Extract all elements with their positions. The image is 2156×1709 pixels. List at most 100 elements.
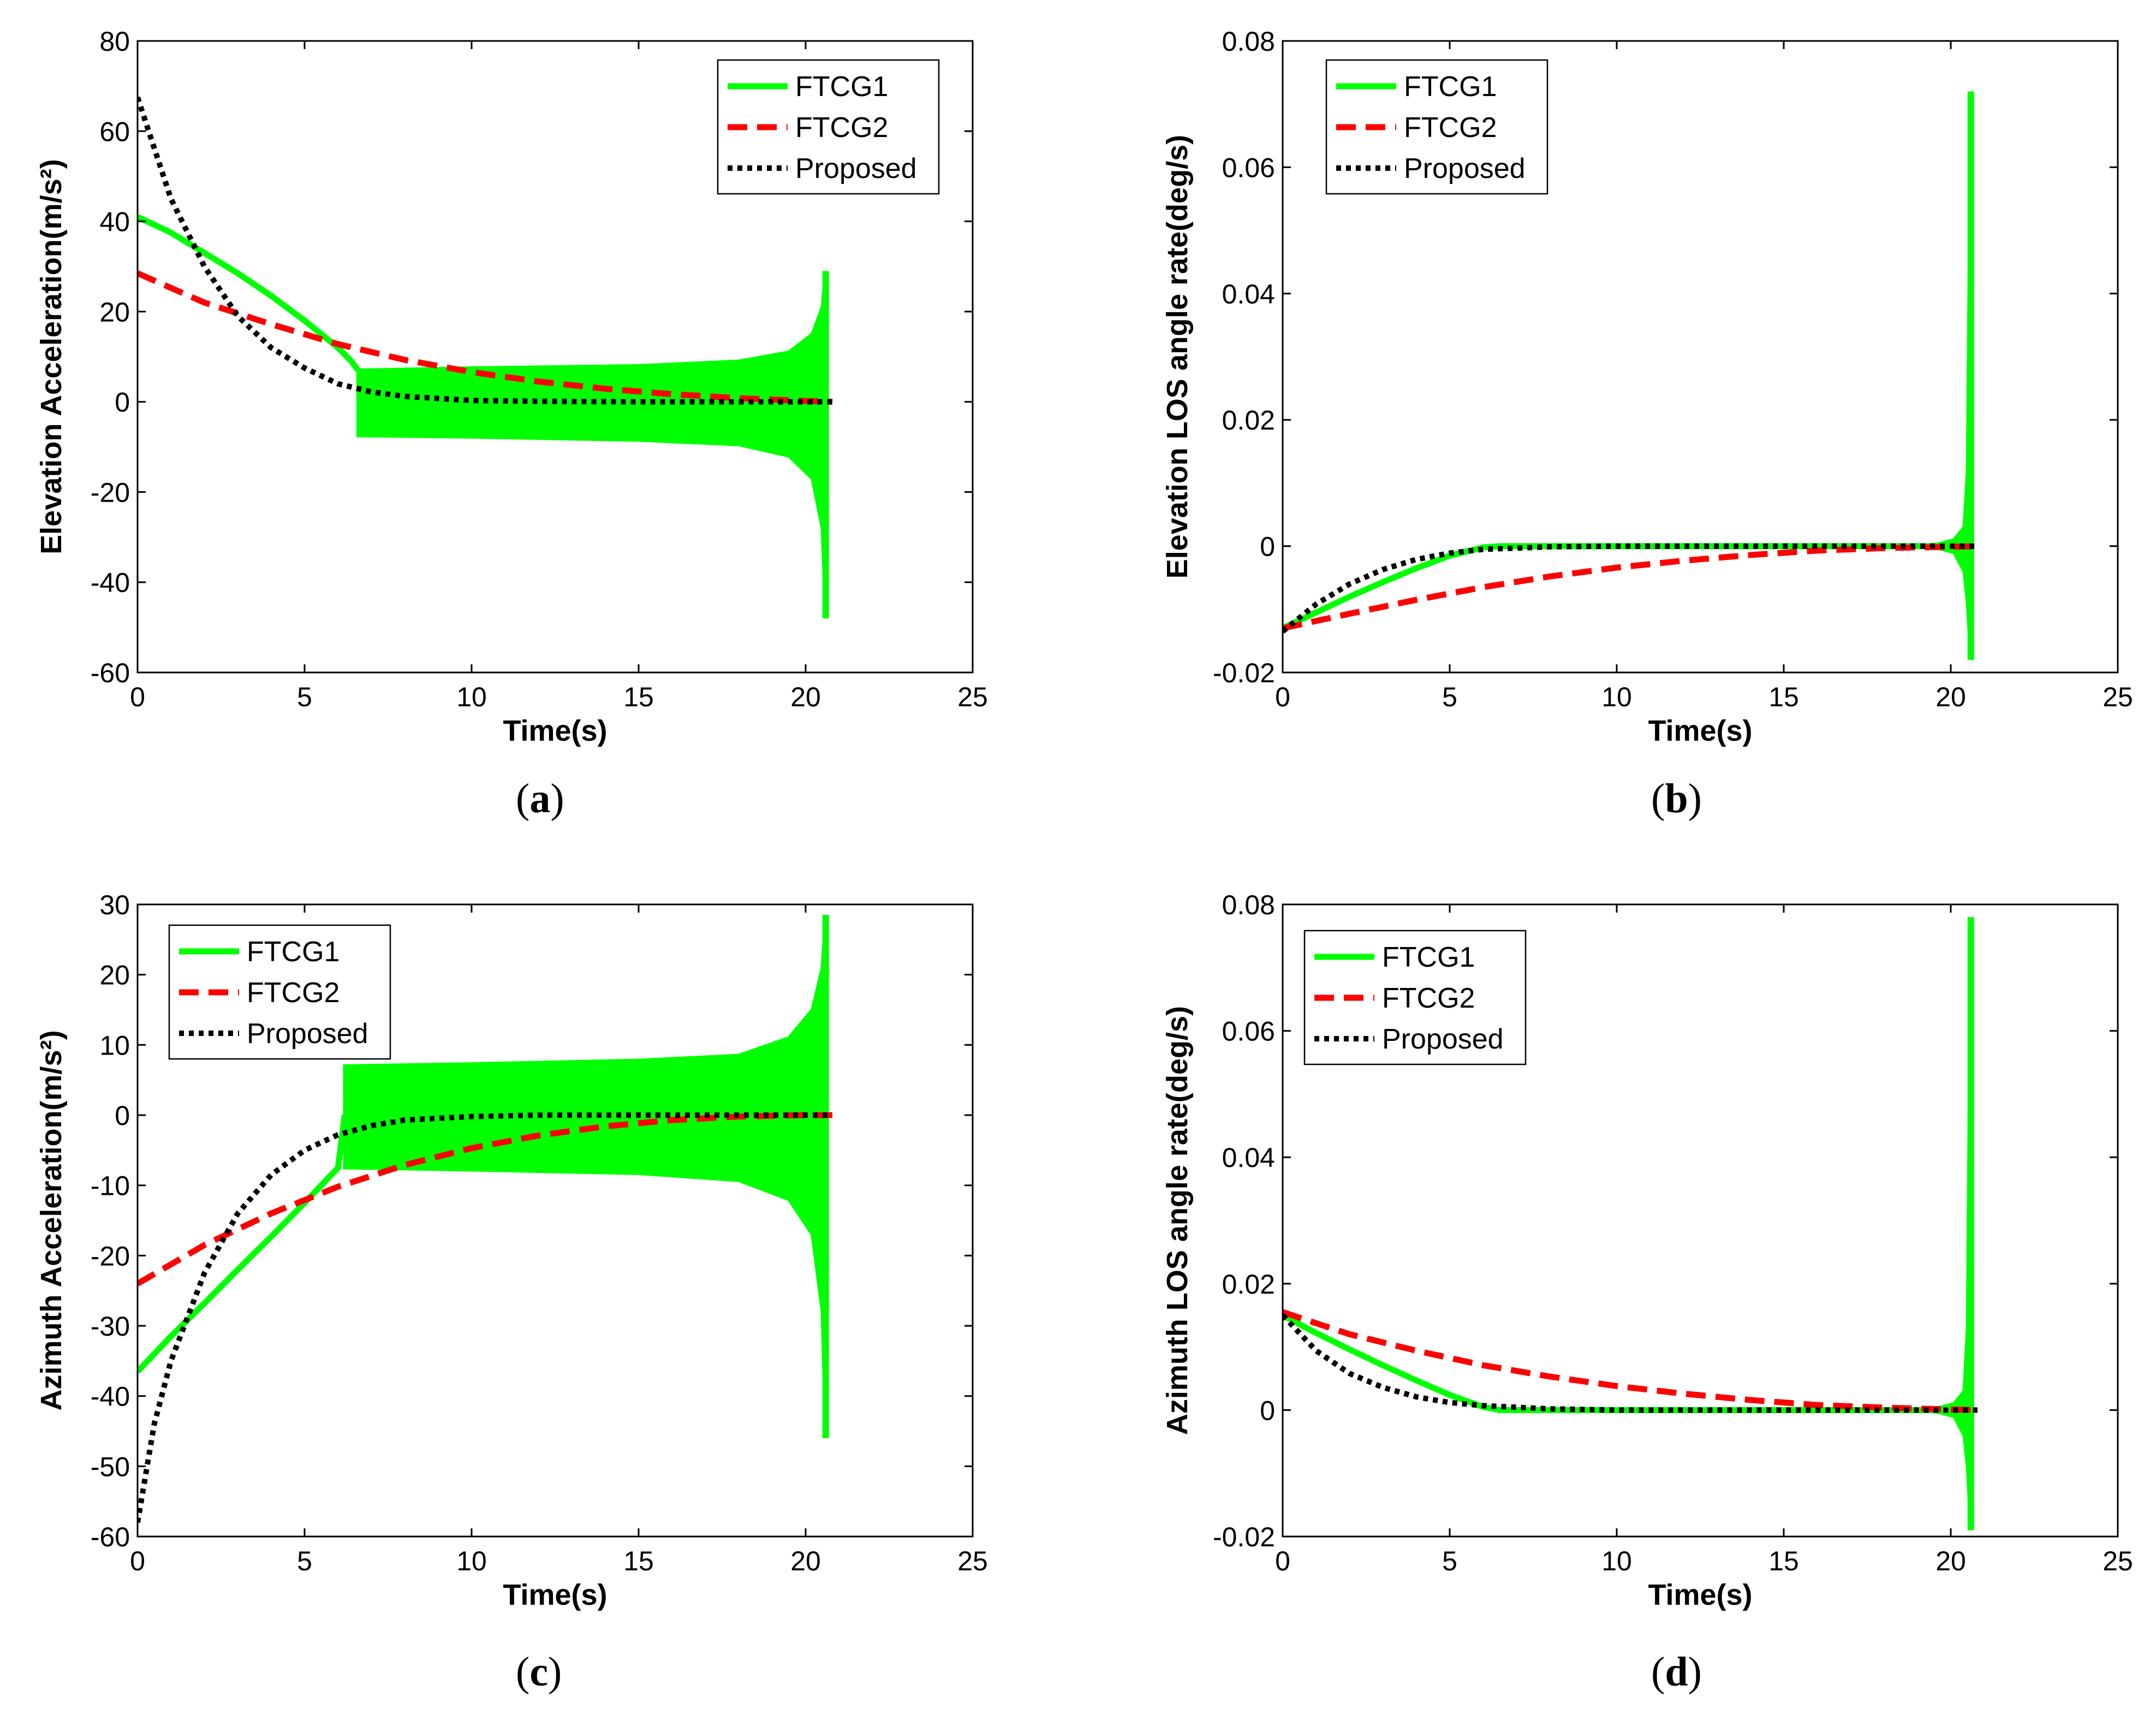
x-tick-label: 15 [623,1546,654,1576]
x-tick-label: 10 [1601,1546,1632,1576]
caption-d-label: d [1665,1649,1688,1695]
y-tick-label: 0.08 [1222,26,1275,57]
x-tick-label: 10 [1601,682,1632,712]
x-tick-label: 0 [130,1546,145,1576]
y-tick-label: 0 [115,387,130,418]
y-tick-label: 30 [99,890,130,920]
x-tick-label: 20 [1935,1546,1966,1576]
legend-label-ftcg1: FTCG1 [795,71,888,103]
legend-label-ftcg2: FTCG2 [247,977,340,1009]
y-axis-label: Azimuth Acceleration(m/s²) [35,1030,68,1410]
series-proposed-line [1283,1313,1978,1413]
y-tick-label: -20 [91,1241,130,1271]
y-tick-label: -40 [91,568,130,598]
legend-label-proposed: Proposed [247,1018,368,1050]
chart-panel-d: 0 5 10 15 20 25-0.0200.020.040.060.08Time(s)A… [1161,890,2133,1611]
y-tick-label: 0.04 [1222,279,1275,309]
caption-c-label: c [529,1649,549,1695]
series-proposed-line [138,96,832,405]
y-tick-label: 0 [1260,1395,1275,1426]
x-tick-label: 25 [2103,682,2133,712]
y-axis-label: Azimuth LOS angle rate(deg/s) [1161,1006,1194,1435]
x-tick-label: 0 [130,682,145,712]
legend-label-ftcg1: FTCG1 [1404,71,1497,103]
caption-b-label: b [1665,776,1688,821]
y-tick-label: 0.06 [1222,1016,1275,1047]
x-tick-label: 15 [1768,682,1799,712]
y-tick-label: 40 [99,207,130,237]
axes-frame [136,903,974,1538]
y-tick-label: 0.02 [1222,1269,1275,1300]
y-tick-label: -0.02 [1213,658,1275,688]
legend-label-ftcg2: FTCG2 [1404,112,1497,144]
legend-label-proposed: Proposed [1382,1023,1504,1055]
chart-panel-c: 0 5 10 15 20 25 -60 -50 -40 -30 -20 -10 0 10 20 30 Time(… [35,890,988,1611]
series-ftcg1-line [1283,543,1971,631]
plot-data [138,915,832,1523]
y-tick-label: 60 [99,116,130,147]
y-tick-label: 0.04 [1222,1142,1275,1173]
y-tick-label: -10 [91,1171,130,1201]
x-tick-label: 0 [1275,1546,1290,1576]
x-tick-label: 5 [297,1546,312,1576]
x-axis-label: Time(s) [1648,1579,1752,1611]
y-tick-label: 80 [99,26,130,57]
legend-label-ftcg2: FTCG2 [1382,982,1475,1014]
chart-panel-a: 0 5 10 15 20 25 -60 -40 -20 0 20 40 60 80 Time(s) Eleva… [35,26,988,747]
y-axis-label: Elevation LOS angle rate(deg/s) [1161,135,1194,579]
legend-box [1325,59,1548,195]
y-tick-label: 20 [99,960,130,991]
caption-a: (a) [516,776,564,821]
series-proposed-line [138,1112,832,1523]
series-ftcg2-line [138,1112,832,1287]
x-tick-label: 15 [1768,1546,1799,1576]
legend-label-proposed: Proposed [1404,153,1526,184]
y-tick-label: -60 [91,1522,130,1552]
y-tick-label: 0.08 [1222,890,1275,920]
legend-box [1303,930,1527,1065]
series-ftcg1-line [138,214,361,372]
legend-label-ftcg1: FTCG1 [1382,942,1475,973]
legend: FTCG1 FTCG2 Proposed [1325,59,1548,195]
y-tick-label: 0.06 [1222,152,1275,183]
legend-box [717,59,940,195]
series-ftcg2-line [1283,543,1978,632]
y-tick-label: 20 [99,297,130,327]
legend-label-ftcg2: FTCG2 [795,112,888,144]
y-axis-label: Elevation Acceleration(m/s²) [35,159,68,554]
x-tick-label: 25 [2103,1546,2133,1576]
x-tick-label: 0 [1275,682,1290,712]
plot-data [138,96,833,618]
y-tick-label: -40 [91,1382,130,1412]
y-tick-label: -30 [91,1311,130,1342]
x-axis-label: Time(s) [503,714,607,747]
x-tick-label: 10 [456,682,487,712]
x-tick-label: 25 [957,1546,988,1576]
y-tick-label: 0 [115,1100,130,1131]
x-axis-label: Time(s) [503,1579,607,1611]
caption-a-label: a [529,776,551,821]
x-tick-label: 20 [1935,682,1966,712]
legend-box [168,924,391,1060]
legend: FTCG1 FTCG2 Proposed [717,59,940,195]
y-tick-label: -0.02 [1213,1522,1275,1552]
caption-c: (c) [516,1649,562,1695]
x-tick-label: 5 [1442,1546,1457,1576]
legend-label-proposed: Proposed [795,153,917,184]
axes-frame [1282,903,2119,1538]
legend-label-ftcg1: FTCG1 [247,936,340,968]
plot-data [1283,917,1978,1531]
series-ftcg2-line [138,270,833,405]
chart-panel-b: 0 5 10 15 20 25-0.0200.020.040.060.08Time(s)E… [1161,26,2133,747]
legend: FTCG1 FTCG2 Proposed [168,924,391,1060]
axes-frame [136,40,974,674]
series-ftcg1-line [1283,1312,1971,1413]
x-tick-label: 25 [957,682,988,712]
x-tick-label: 20 [790,1546,821,1576]
x-tick-label: 20 [790,682,821,712]
legend: FTCG1 FTCG2 Proposed [1303,930,1527,1065]
x-tick-label: 5 [297,682,312,712]
plot-data [1283,91,1978,660]
y-tick-label: 10 [99,1030,130,1061]
